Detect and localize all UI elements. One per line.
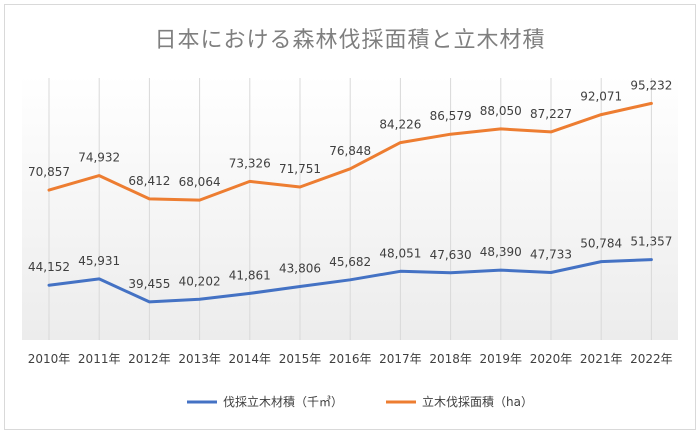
data-label: 39,455 bbox=[128, 277, 170, 291]
data-label: 70,857 bbox=[28, 165, 70, 179]
data-label: 51,357 bbox=[630, 235, 672, 249]
x-tick-label: 2021年 bbox=[580, 352, 623, 366]
x-tick-label: 2010年 bbox=[28, 352, 71, 366]
data-label: 88,050 bbox=[480, 104, 522, 118]
x-tick-label: 2013年 bbox=[178, 352, 221, 366]
legend-label: 立木伐採面積（ha） bbox=[422, 394, 533, 409]
data-label: 92,071 bbox=[580, 90, 622, 104]
data-label: 47,733 bbox=[530, 247, 572, 261]
data-label: 41,861 bbox=[229, 268, 271, 282]
data-label: 95,232 bbox=[630, 78, 672, 92]
data-label: 48,390 bbox=[480, 245, 522, 259]
x-tick-label: 2015年 bbox=[279, 352, 322, 366]
data-label: 68,064 bbox=[179, 175, 221, 189]
legend-label: 伐採立木材積（千㎥） bbox=[223, 394, 343, 409]
x-tick-label: 2022年 bbox=[630, 352, 673, 366]
data-label: 84,226 bbox=[379, 118, 421, 132]
data-label: 50,784 bbox=[580, 237, 622, 251]
x-tick-label: 2018年 bbox=[429, 352, 472, 366]
data-label: 45,931 bbox=[78, 254, 120, 268]
data-label: 45,682 bbox=[329, 255, 371, 269]
data-label: 86,579 bbox=[430, 109, 472, 123]
data-label: 73,326 bbox=[229, 156, 271, 170]
x-tick-label: 2016年 bbox=[329, 352, 372, 366]
data-label: 74,932 bbox=[78, 151, 120, 165]
x-tick-label: 2014年 bbox=[229, 352, 272, 366]
data-label: 47,630 bbox=[430, 248, 472, 262]
data-label: 76,848 bbox=[329, 144, 371, 158]
data-label: 43,806 bbox=[279, 261, 321, 275]
data-label: 40,202 bbox=[179, 274, 221, 288]
x-tick-label: 2017年 bbox=[379, 352, 422, 366]
data-label: 68,412 bbox=[128, 174, 170, 188]
data-label: 48,051 bbox=[379, 246, 421, 260]
x-tick-label: 2012年 bbox=[128, 352, 171, 366]
x-tick-label: 2019年 bbox=[480, 352, 523, 366]
data-label: 44,152 bbox=[28, 260, 70, 274]
x-tick-label: 2011年 bbox=[78, 352, 121, 366]
data-label: 87,227 bbox=[530, 107, 572, 121]
chart-title: 日本における森林伐採面積と立木材積 bbox=[154, 28, 546, 53]
data-label: 71,751 bbox=[279, 162, 321, 176]
x-tick-label: 2020年 bbox=[530, 352, 573, 366]
